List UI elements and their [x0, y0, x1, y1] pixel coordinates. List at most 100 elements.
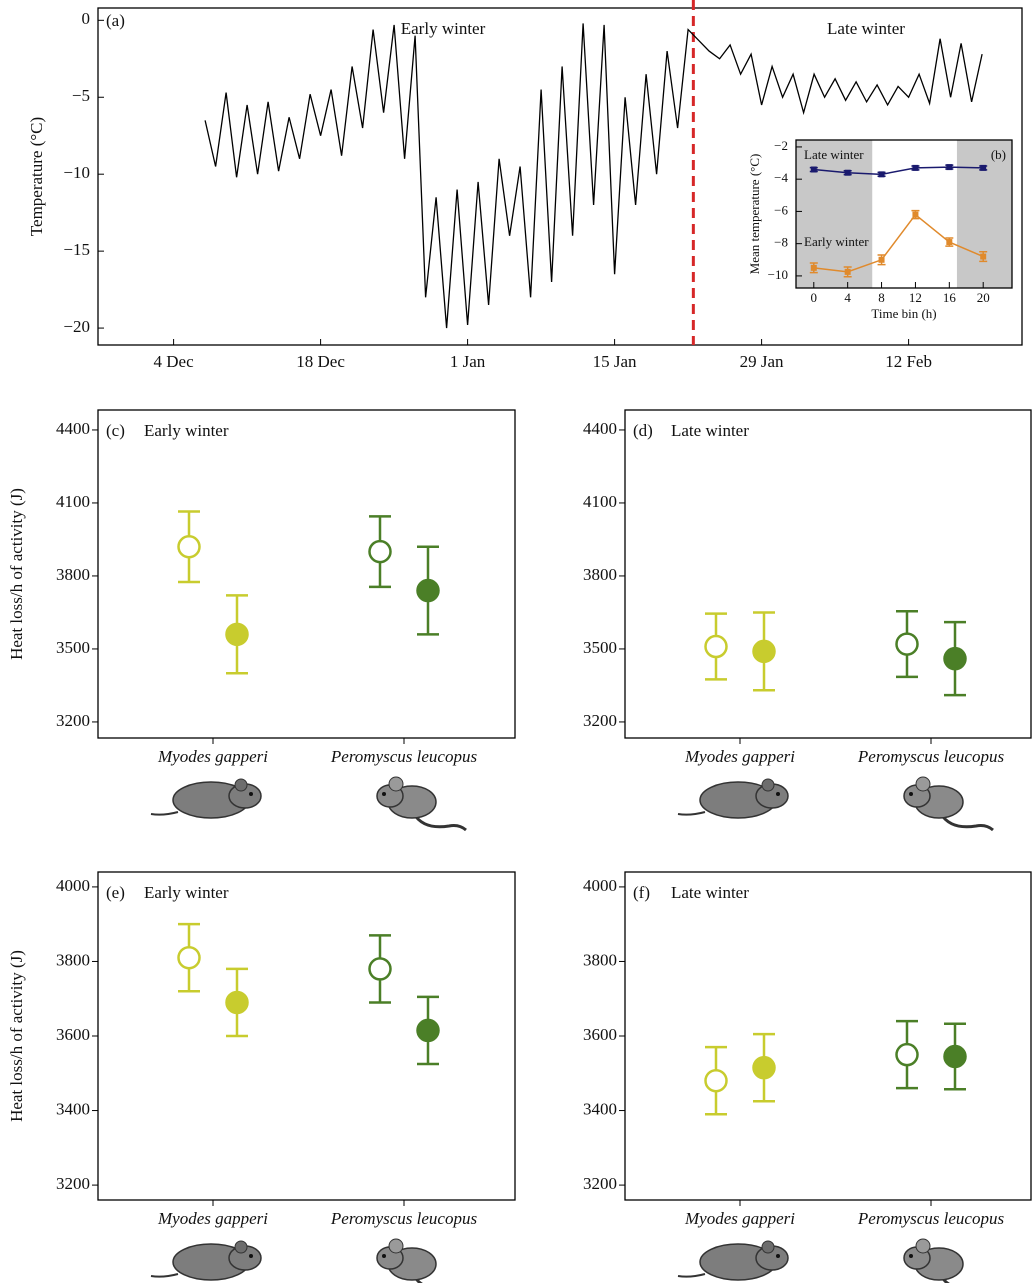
plot-frame — [624, 409, 1032, 739]
filled-marker — [752, 639, 776, 664]
x-tick-label: 16 — [943, 290, 957, 305]
filled-marker — [416, 578, 440, 603]
y-tick-label: 3800 — [583, 565, 617, 584]
y-tick-label: 3500 — [583, 638, 617, 657]
open-marker — [895, 1042, 919, 1067]
plot-frame — [97, 871, 516, 1201]
point-marker — [844, 169, 851, 176]
filled-marker — [225, 622, 249, 647]
y-axis-title: Mean temperature (°C) — [747, 154, 762, 275]
y-tick-label: −2 — [774, 138, 788, 153]
mouse-ear — [761, 1240, 775, 1254]
season-annotation: Late winter — [827, 19, 905, 38]
open-marker — [368, 957, 392, 981]
point-marker — [810, 264, 817, 271]
mouse-tail — [150, 1273, 179, 1278]
mouse-illustration — [677, 778, 789, 819]
open-marker — [177, 534, 201, 559]
panel-label: (c) — [106, 421, 125, 440]
mouse-tail — [150, 811, 179, 816]
x-axis-title: Time bin (h) — [871, 306, 936, 321]
open-marker — [895, 632, 919, 656]
y-tick-label: 3200 — [56, 1174, 90, 1193]
plot-frame — [624, 871, 1032, 1201]
x-tick-label: 12 Feb — [885, 352, 932, 371]
point-marker — [946, 239, 953, 246]
panel-label: (f) — [633, 883, 650, 902]
x-tick-label: Myodes gapperi — [684, 1209, 795, 1228]
filled-marker — [943, 646, 967, 671]
plot-frame — [97, 7, 1023, 346]
mouse-illustration — [903, 776, 994, 832]
mouse-illustration — [150, 1240, 262, 1281]
point-marker — [912, 211, 919, 218]
y-tick-label: 3800 — [56, 950, 90, 969]
series-line — [813, 213, 984, 273]
panel-label: (e) — [106, 883, 125, 902]
x-tick-label: 18 Dec — [296, 352, 345, 371]
mouse-eye — [382, 792, 386, 796]
y-tick-label: 3500 — [56, 638, 90, 657]
x-tick-label: Myodes gapperi — [684, 747, 795, 766]
x-tick-label: Peromyscus leucopus — [857, 1209, 1005, 1228]
x-tick-label: 1 Jan — [450, 352, 486, 371]
series-label: Early winter — [804, 234, 869, 249]
x-tick-label: Peromyscus leucopus — [330, 1209, 478, 1228]
mouse-eye — [382, 1254, 386, 1258]
y-tick-label: 3600 — [583, 1025, 617, 1044]
y-axis-title: Temperature (°C) — [27, 117, 46, 236]
x-tick-label: Myodes gapperi — [157, 1209, 268, 1228]
series-line — [813, 166, 984, 176]
filled-marker — [752, 1055, 776, 1080]
panel-title: Early winter — [144, 421, 229, 440]
open-marker — [177, 945, 201, 970]
point-marker — [878, 256, 885, 263]
panel-label: (d) — [633, 421, 653, 440]
mouse-ear — [234, 778, 248, 792]
mouse-ear — [761, 778, 775, 792]
mouse-tail — [412, 813, 467, 832]
y-tick-label: 3200 — [583, 1174, 617, 1193]
mouse-eye — [909, 792, 913, 796]
y-tick-label: 0 — [82, 9, 91, 28]
mouse-tail — [939, 813, 994, 832]
panel-title: Early winter — [144, 883, 229, 902]
y-tick-label: 3800 — [583, 950, 617, 969]
series-line — [204, 23, 983, 329]
panel-title: Late winter — [671, 883, 749, 902]
mouse-illustration — [150, 778, 262, 819]
y-tick-label: −20 — [63, 317, 90, 336]
season-annotation: Early winter — [401, 19, 486, 38]
y-axis-title: Heat loss/h of activity (J) — [7, 488, 26, 660]
mouse-illustration — [376, 776, 467, 832]
point-marker — [810, 166, 817, 173]
mouse-tail — [677, 811, 706, 816]
y-tick-label: 4100 — [56, 492, 90, 511]
series-label: Late winter — [804, 147, 864, 162]
x-tick-label: 20 — [977, 290, 990, 305]
mouse-ear — [915, 776, 931, 792]
plot-frame — [97, 409, 516, 739]
y-tick-label: 3200 — [56, 711, 90, 730]
y-tick-label: −6 — [774, 202, 788, 217]
x-tick-label: Peromyscus leucopus — [857, 747, 1005, 766]
y-tick-label: 4400 — [583, 419, 617, 438]
x-tick-label: 4 Dec — [154, 352, 195, 371]
x-tick-label: Myodes gapperi — [157, 747, 268, 766]
night-shading — [796, 140, 873, 288]
x-tick-label: 4 — [844, 290, 851, 305]
mouse-illustration — [677, 1240, 789, 1281]
mouse-illustration — [376, 1238, 437, 1283]
y-tick-label: 4100 — [583, 492, 617, 511]
mouse-ear — [388, 776, 404, 792]
panel-label: (a) — [106, 11, 125, 30]
point-marker — [946, 164, 953, 171]
x-tick-label: 0 — [811, 290, 818, 305]
x-tick-label: Peromyscus leucopus — [330, 747, 478, 766]
mouse-eye — [776, 792, 780, 796]
point-marker — [980, 253, 987, 260]
y-tick-label: −15 — [63, 240, 90, 259]
point-marker — [844, 268, 851, 275]
y-tick-label: 3200 — [583, 711, 617, 730]
